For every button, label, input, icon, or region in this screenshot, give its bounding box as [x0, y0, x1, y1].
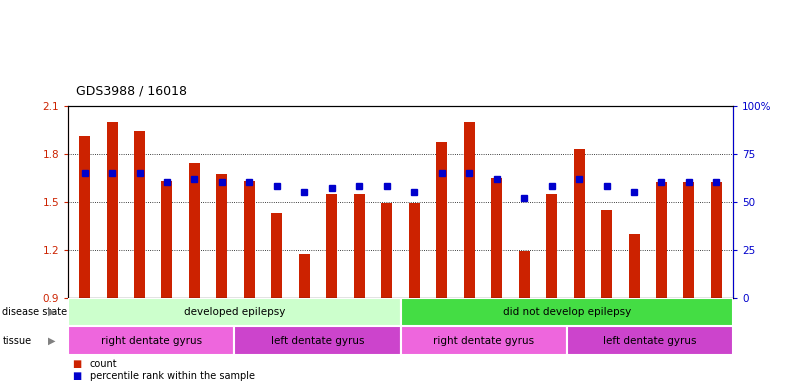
- Bar: [68, 326, 235, 355]
- Bar: [546, 194, 557, 298]
- Bar: [629, 233, 639, 298]
- Bar: [272, 213, 283, 298]
- Text: disease state: disease state: [2, 307, 67, 317]
- Bar: [216, 174, 227, 298]
- Bar: [518, 251, 529, 298]
- Text: ■: ■: [72, 359, 82, 369]
- Bar: [567, 326, 733, 355]
- Text: ▶: ▶: [48, 336, 55, 346]
- Bar: [437, 142, 447, 298]
- Bar: [299, 255, 310, 298]
- Text: percentile rank within the sample: percentile rank within the sample: [90, 371, 255, 381]
- Text: left dentate gyrus: left dentate gyrus: [271, 336, 364, 346]
- Text: count: count: [90, 359, 117, 369]
- Bar: [381, 203, 392, 298]
- Text: tissue: tissue: [2, 336, 31, 346]
- Text: ■: ■: [72, 371, 82, 381]
- Bar: [601, 210, 612, 298]
- Bar: [711, 182, 722, 298]
- Bar: [574, 149, 585, 298]
- Text: right dentate gyrus: right dentate gyrus: [101, 336, 202, 346]
- Bar: [68, 298, 400, 326]
- Bar: [134, 131, 145, 298]
- Bar: [326, 194, 337, 298]
- Text: did not develop epilepsy: did not develop epilepsy: [502, 307, 631, 317]
- Bar: [354, 194, 364, 298]
- Text: ▶: ▶: [48, 307, 55, 317]
- Bar: [107, 122, 118, 298]
- Text: right dentate gyrus: right dentate gyrus: [433, 336, 534, 346]
- Bar: [491, 178, 502, 298]
- Bar: [162, 181, 172, 298]
- Text: GDS3988 / 16018: GDS3988 / 16018: [76, 85, 187, 98]
- Bar: [409, 203, 420, 298]
- Bar: [683, 182, 694, 298]
- Bar: [235, 326, 400, 355]
- Text: developed epilepsy: developed epilepsy: [183, 307, 285, 317]
- Bar: [400, 298, 733, 326]
- Text: left dentate gyrus: left dentate gyrus: [603, 336, 697, 346]
- Bar: [400, 326, 567, 355]
- Bar: [464, 122, 475, 298]
- Bar: [244, 181, 255, 298]
- Bar: [189, 163, 200, 298]
- Bar: [656, 182, 667, 298]
- Bar: [79, 136, 90, 298]
